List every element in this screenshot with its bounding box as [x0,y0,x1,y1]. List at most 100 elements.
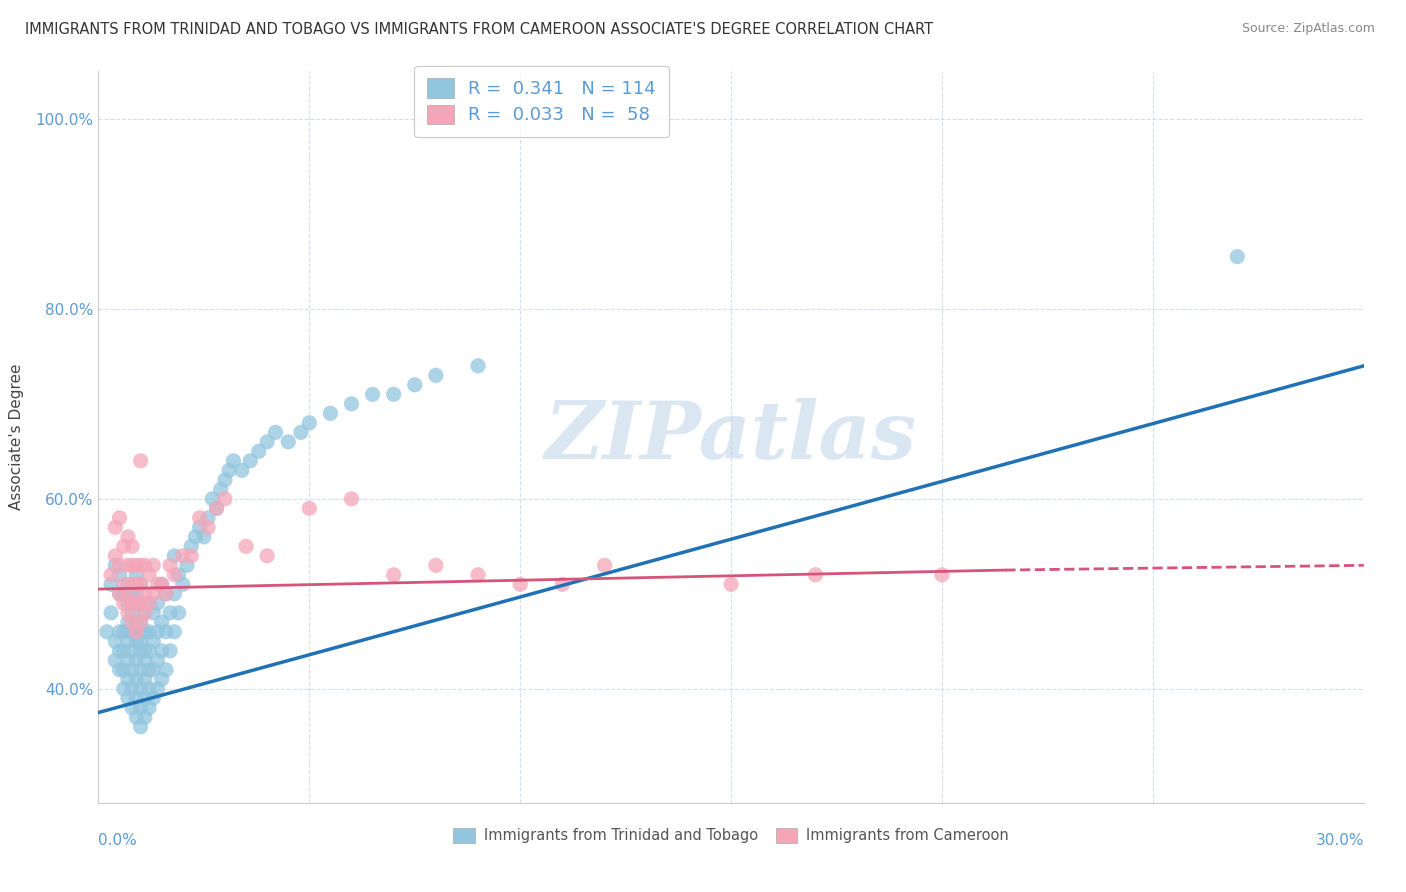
Point [134,587,156,601]
Text: 0.0%: 0.0% [98,833,138,848]
Point [256,549,278,563]
Point [298,416,321,430]
Point [205,501,228,516]
Point [125,596,148,610]
Point [104,549,127,563]
Point [129,558,152,573]
Point [188,511,211,525]
Point [134,606,156,620]
Point [134,624,156,639]
Point [146,624,169,639]
Text: ZIPatlas: ZIPatlas [546,399,917,475]
Point [214,473,236,487]
Point [112,624,135,639]
Point [404,377,426,392]
Point [108,624,131,639]
Point [117,691,139,706]
Point [125,587,148,601]
Point [425,558,447,573]
Point [125,634,148,648]
Point [340,491,363,506]
Text: IMMIGRANTS FROM TRINIDAD AND TOBAGO VS IMMIGRANTS FROM CAMEROON ASSOCIATE'S DEGR: IMMIGRANTS FROM TRINIDAD AND TOBAGO VS I… [25,22,934,37]
Point [129,454,152,468]
Point [125,615,148,630]
Point [134,558,156,573]
Point [176,558,198,573]
Point [138,596,160,610]
Point [382,567,405,582]
Point [142,634,165,648]
Point [129,577,152,591]
Point [129,624,152,639]
Point [188,520,211,534]
Point [117,653,139,667]
Point [593,558,616,573]
Point [150,644,173,658]
Point [134,673,156,687]
Point [467,567,489,582]
Point [108,587,131,601]
Point [180,549,202,563]
Point [264,425,287,440]
Point [108,558,131,573]
Point [108,587,131,601]
Point [184,530,207,544]
Point [108,511,131,525]
Point [180,539,202,553]
Point [804,567,827,582]
Point [112,644,135,658]
Point [121,681,143,696]
Point [104,634,127,648]
Point [201,491,224,506]
Point [121,606,143,620]
Point [298,501,321,516]
Point [121,539,143,553]
Point [138,681,160,696]
Point [142,691,165,706]
Point [163,549,186,563]
Point [117,530,139,544]
Point [121,596,143,610]
Point [125,691,148,706]
Point [100,567,122,582]
Point [467,359,489,373]
Point [155,624,177,639]
Point [104,558,127,573]
Point [205,501,228,516]
Point [129,615,152,630]
Point [172,577,194,591]
Point [134,644,156,658]
Point [134,691,156,706]
Point [125,596,148,610]
Point [214,491,236,506]
Point [125,673,148,687]
Point [138,701,160,715]
Point [125,577,148,591]
Point [129,681,152,696]
Point [134,606,156,620]
Point [247,444,270,458]
Point [117,634,139,648]
Point [218,463,240,477]
Point [121,577,143,591]
Point [125,558,148,573]
Point [319,406,342,420]
Point [108,663,131,677]
Point [159,644,181,658]
Point [239,454,262,468]
Point [167,567,190,582]
Point [100,606,122,620]
Point [290,425,312,440]
Point [146,577,169,591]
Point [146,681,169,696]
Point [150,577,173,591]
Y-axis label: Associate's Degree: Associate's Degree [10,364,24,510]
Point [129,596,152,610]
Point [142,587,165,601]
Point [193,530,215,544]
Point [117,587,139,601]
Point [235,539,257,553]
Point [931,567,953,582]
Point [209,483,232,497]
Point [129,663,152,677]
